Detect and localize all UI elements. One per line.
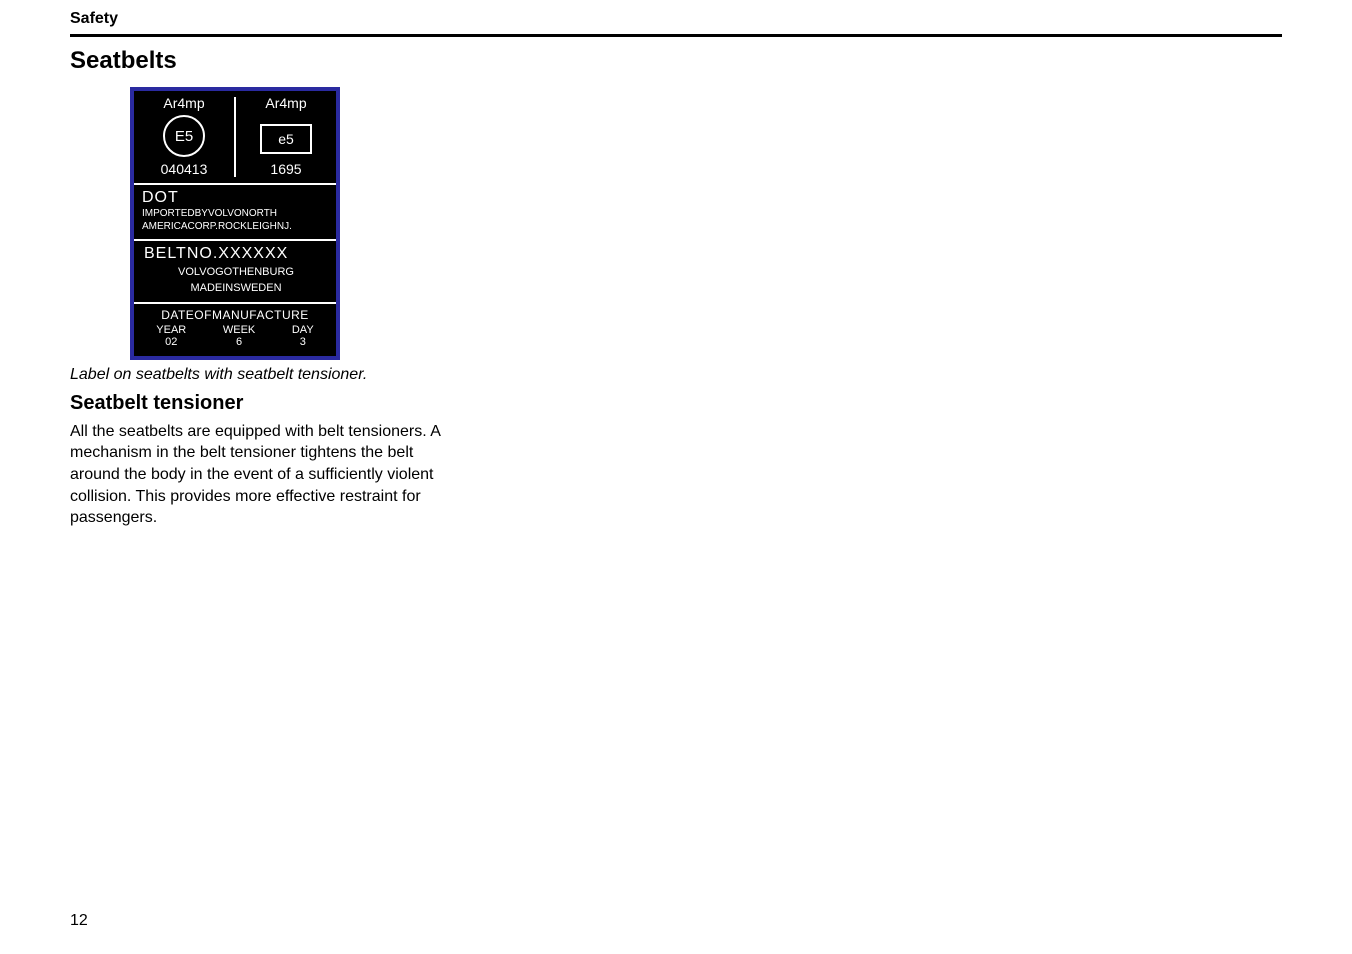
label-mfg-year-label: YEAR: [156, 324, 186, 336]
label-mfg-day-label: DAY: [292, 324, 314, 336]
seatbelt-label-graphic: Ar4mp E5 040413 Ar4mp e5 1695 DOT IMPORT…: [130, 87, 340, 360]
label-top-left-line2: 040413: [161, 161, 208, 177]
page-number: 12: [70, 912, 88, 930]
label-beltno-line1: VOLVOGOTHENBURG: [144, 265, 328, 279]
label-dot-line2: AMERICACORP.ROCKLEIGHNJ.: [142, 220, 328, 233]
label-top-right-line1: Ar4mp: [265, 95, 306, 111]
label-dot-row: DOT IMPORTEDBYVOLVONORTH AMERICACORP.ROC…: [134, 183, 336, 239]
sub-heading: Seatbelt tensioner: [70, 392, 460, 415]
label-top-left-circle: E5: [163, 115, 205, 157]
label-mfg-week-value: 6: [223, 336, 255, 348]
figure-caption: Label on seatbelts with seatbelt tension…: [70, 366, 460, 384]
label-mfg-day-value: 3: [292, 336, 314, 348]
section-title: Seatbelts: [70, 47, 1282, 75]
label-mfg-cols: YEAR 02 WEEK 6 DAY 3: [138, 324, 332, 348]
label-top-row: Ar4mp E5 040413 Ar4mp e5 1695: [134, 91, 336, 183]
label-beltno-line2: MADEINSWEDEN: [144, 281, 328, 295]
label-beltno-title: BELTNO.XXXXXX: [144, 245, 328, 263]
label-beltno-row: BELTNO.XXXXXX VOLVOGOTHENBURG MADEINSWED…: [134, 239, 336, 302]
label-top-right-line2: 1695: [270, 161, 301, 177]
label-top-right-rect: e5: [260, 124, 312, 154]
label-top-right: Ar4mp e5 1695: [236, 91, 336, 183]
label-mfg-col-year: YEAR 02: [156, 324, 186, 348]
header-section: Safety: [70, 10, 1282, 34]
label-dot-line1: IMPORTEDBYVOLVONORTH: [142, 207, 328, 220]
label-mfg-week-label: WEEK: [223, 324, 255, 336]
label-top-left-line1: Ar4mp: [163, 95, 204, 111]
page: Safety Seatbelts Ar4mp E5 040413 Ar4mp e…: [0, 0, 1352, 954]
body-text: All the seatbelts are equipped with belt…: [70, 421, 460, 529]
label-dot-title: DOT: [142, 189, 328, 207]
label-top-left: Ar4mp E5 040413: [134, 91, 234, 183]
header-rule: [70, 34, 1282, 37]
content-column: Ar4mp E5 040413 Ar4mp e5 1695 DOT IMPORT…: [70, 87, 460, 529]
label-mfg-row: DATEOFMANUFACTURE YEAR 02 WEEK 6 DAY 3: [134, 302, 336, 356]
label-mfg-col-day: DAY 3: [292, 324, 314, 348]
label-mfg-col-week: WEEK 6: [223, 324, 255, 348]
label-mfg-title: DATEOFMANUFACTURE: [138, 308, 332, 322]
label-mfg-year-value: 02: [156, 336, 186, 348]
